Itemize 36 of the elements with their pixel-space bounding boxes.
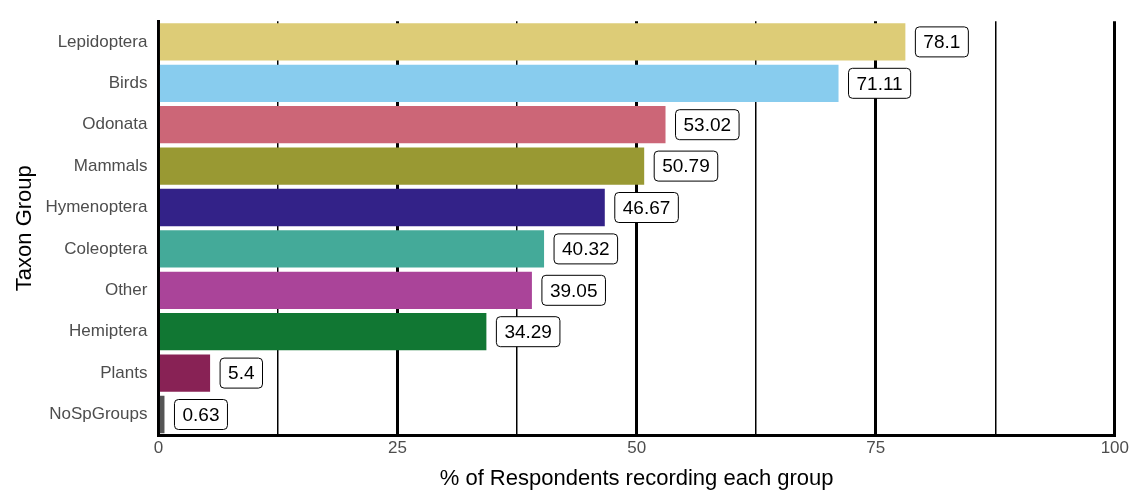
y-tick-label: Plants: [100, 362, 148, 382]
x-tick-label: 100: [1100, 438, 1130, 458]
y-tick-label: Hemiptera: [69, 321, 148, 341]
bar: [159, 354, 211, 392]
data-label: 39.05: [549, 279, 598, 301]
bar: [159, 23, 906, 61]
x-axis-title: % of Respondents recording each group: [439, 464, 834, 490]
data-label: 0.63: [182, 403, 220, 425]
y-tick-label: Hymenoptera: [45, 197, 148, 217]
x-tick-label: 50: [627, 438, 647, 458]
bar: [159, 147, 645, 185]
y-tick-label: Other: [104, 279, 148, 299]
data-label: 5.4: [228, 362, 255, 384]
y-tick-label: NoSpGroups: [49, 404, 148, 424]
y-axis-title: Taxon Group: [11, 165, 37, 292]
data-label: 50.79: [662, 155, 710, 177]
x-tick-label: 25: [388, 438, 407, 458]
data-label: 71.11: [856, 72, 903, 94]
y-tick-label: Lepidoptera: [57, 31, 148, 51]
bar: [159, 271, 532, 309]
data-label: 34.29: [504, 320, 552, 342]
y-tick-label: Mammals: [73, 155, 148, 175]
bar: [159, 230, 545, 268]
x-tick-label: 75: [866, 438, 886, 458]
data-label: 53.02: [683, 113, 732, 135]
bar: [159, 106, 666, 144]
bar: [159, 313, 487, 351]
data-label: 78.1: [923, 31, 961, 53]
y-tick-label: Coleoptera: [64, 238, 148, 258]
bar: [159, 64, 839, 102]
y-tick-label: Odonata: [82, 114, 148, 134]
y-tick-label: Birds: [108, 72, 148, 92]
bar: [159, 188, 605, 227]
data-label: 46.67: [622, 196, 671, 218]
x-tick-label: 0: [153, 438, 164, 458]
data-label: 40.32: [562, 238, 610, 260]
